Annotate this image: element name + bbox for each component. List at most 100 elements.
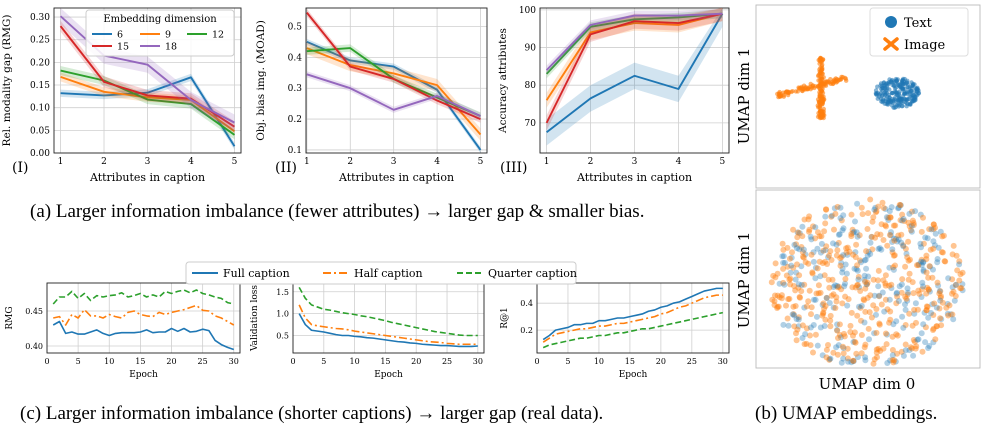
text-point (871, 292, 878, 299)
image-point (889, 357, 896, 363)
image-point (827, 312, 834, 319)
text-point (814, 245, 821, 252)
image-point (882, 222, 889, 229)
y-axis-label: Accuracy attributes (497, 28, 509, 134)
text-point (929, 301, 936, 308)
image-point (939, 249, 946, 256)
legend-entry: Full caption (223, 267, 290, 280)
text-point (840, 355, 847, 362)
image-point (806, 226, 813, 233)
legend-entry: Quarter caption (488, 267, 577, 280)
image-point (801, 281, 808, 288)
x-tick-label: 1 (304, 157, 310, 167)
x-tick-label: 1 (58, 157, 64, 167)
x-tick-label: 5 (232, 157, 238, 167)
image-point (821, 305, 828, 312)
image-point (820, 309, 827, 316)
image-point (949, 311, 956, 318)
text-point (812, 224, 819, 231)
text-point (900, 243, 907, 250)
text-point (917, 240, 924, 247)
text-marker-icon (885, 16, 897, 28)
legend-embedding-dimension: Embedding dimension 615 918 12 (85, 9, 235, 57)
image-point (939, 233, 946, 240)
image-point (830, 349, 837, 356)
text-point (796, 230, 803, 237)
image-point (826, 356, 833, 363)
image-point (815, 290, 822, 297)
text-point (900, 352, 907, 359)
text-point (791, 312, 798, 319)
image-point (910, 337, 917, 343)
text-point (921, 309, 928, 316)
image-point (945, 312, 952, 319)
image-point (823, 243, 830, 250)
image-point (771, 298, 778, 305)
image-point (842, 75, 848, 81)
text-point (795, 323, 802, 330)
text-point (812, 296, 819, 303)
image-point (828, 213, 835, 220)
y-axis-label: R@1 (500, 307, 510, 329)
image-point (853, 350, 860, 357)
text-point (912, 208, 919, 215)
image-point (795, 229, 802, 236)
image-point (859, 211, 866, 218)
image-point (833, 252, 840, 259)
text-point (949, 284, 956, 291)
image-point (898, 348, 905, 355)
image-point (902, 245, 909, 252)
image-point (786, 255, 793, 262)
panel-label: (II) (275, 160, 297, 176)
image-point (842, 276, 849, 282)
text-point (831, 205, 838, 212)
image-point (925, 286, 932, 293)
image-point (920, 214, 926, 221)
text-point (903, 250, 910, 257)
image-point (923, 307, 930, 314)
text-point (884, 360, 891, 366)
text-point (928, 310, 934, 316)
image-point (889, 347, 896, 353)
text-point (879, 84, 885, 89)
text-point (776, 280, 783, 287)
text-point (897, 202, 904, 209)
text-point (844, 251, 851, 258)
image-point (832, 210, 839, 217)
text-point (793, 245, 800, 252)
text-point (894, 92, 899, 97)
text-point (817, 273, 824, 280)
x-tick-label: 2 (347, 157, 353, 167)
image-point (953, 252, 960, 259)
image-point (873, 306, 880, 312)
image-point (887, 308, 894, 315)
image-point (819, 102, 825, 107)
image-point (930, 325, 937, 332)
image-point (790, 311, 797, 318)
text-point (889, 239, 896, 245)
text-point (892, 358, 899, 365)
text-point (904, 285, 911, 292)
text-point (853, 229, 860, 236)
legend-entry-9: 9 (165, 30, 171, 41)
text-point (900, 216, 907, 222)
image-point (829, 276, 836, 283)
text-point (801, 304, 808, 311)
chart-III: 1 2 3 4 5 70 80 90 100 Attributes in caption Accur… (497, 6, 730, 184)
image-point (936, 290, 943, 297)
text-point (926, 288, 933, 295)
image-point (934, 323, 940, 330)
image-point (835, 239, 842, 246)
image-point (864, 279, 871, 286)
text-point (788, 254, 795, 261)
image-point (845, 296, 852, 303)
text-point (908, 222, 915, 229)
image-point (885, 214, 892, 221)
x-tick-label: 4 (434, 157, 440, 167)
series-line-half-caption (298, 304, 478, 346)
image-point (883, 341, 890, 348)
image-point (914, 262, 920, 269)
image-point (770, 272, 777, 279)
text-point (781, 259, 788, 266)
